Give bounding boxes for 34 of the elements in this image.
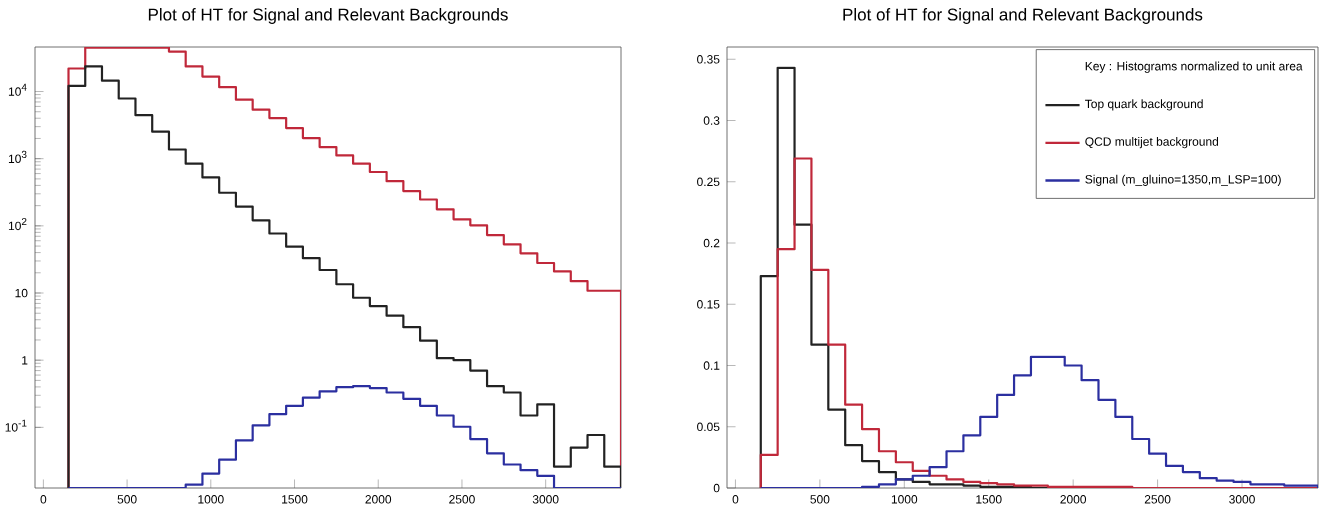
x-tick-label: 3000 [532,495,559,504]
x-tick-label: 1500 [282,495,308,504]
x-tick-label: 2000 [1060,495,1087,504]
x-tick-label: 2500 [1144,495,1171,504]
legend-label: QCD multijet background [1085,136,1219,149]
y-tick-label: 10$^{3}$ [8,150,27,164]
y-tick-label: 10$^{-1}$ [5,419,27,432]
y-tick-label: 0.25 [697,177,720,187]
x-tick-label: 1000 [198,495,224,504]
y-tick-label: 10$^{4}$ [8,83,27,96]
chart-title: Plot of HT for Signal and Relevant Backgrounds [148,8,508,24]
legend-label: Signal (m_gluino=1350,m_LSP=100) [1085,174,1281,186]
x-tick-label: 2000 [365,495,392,504]
y-tick-label: 0.1 [703,361,720,370]
y-tick-label: 10$^{2}$ [8,218,27,231]
x-tick-label: 500 [117,495,137,504]
y-tick-label: 0.2 [703,238,720,248]
x-tick-label: 3000 [1229,495,1255,504]
x-tick-label: 0 [40,495,47,504]
y-tick-label: 1 [22,356,28,365]
x-tick-label: 1000 [891,495,918,504]
y-tick-label: 0.05 [697,422,720,432]
chart-title: Plot of HT for Signal and Relevant Backgrounds [843,8,1203,24]
x-tick-label: 0 [732,495,739,504]
y-tick-label: 0.3 [703,116,720,125]
x-tick-label: 1500 [976,495,1002,504]
legend-title: Key : Histograms normalized to unit area [1085,61,1303,73]
y-tick-label: 10 [15,288,28,298]
x-tick-label: 2500 [449,495,475,504]
legend-label: Top quark background [1085,99,1203,111]
x-tick-label: 500 [810,495,830,504]
y-tick-label: 0.35 [697,55,720,64]
y-tick-label: 0 [713,483,720,493]
y-tick-label: 0.15 [697,300,720,309]
